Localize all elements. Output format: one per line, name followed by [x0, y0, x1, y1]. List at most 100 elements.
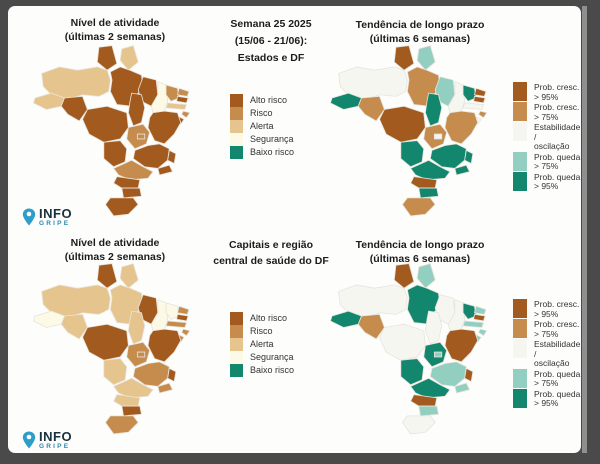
- legend-item-alerta: Alerta: [230, 120, 294, 133]
- state-RS: [104, 197, 139, 217]
- legend-item-queda75: Prob. queda > 75%: [513, 368, 581, 389]
- legend-swatch-alto: [230, 312, 243, 325]
- legend-label: Risco: [250, 108, 273, 118]
- legend-label: Prob. cresc. > 75%: [534, 102, 580, 122]
- legend-label: Segurança: [250, 134, 294, 144]
- location-pin-icon: [22, 208, 36, 226]
- state-PB: [176, 95, 189, 104]
- logo-info-label: INFO: [39, 206, 73, 221]
- title-atividade-estados: Nível de atividade (últimas 2 semanas): [64, 17, 166, 44]
- legend-swatch-alerta: [230, 120, 243, 133]
- state-SP: [113, 377, 154, 399]
- state-TO: [424, 310, 443, 345]
- map-capitais-atividade: [14, 262, 210, 438]
- legend-item-cresc75: Prob. cresc. > 75%: [513, 102, 581, 122]
- state-RS: [401, 197, 436, 217]
- state-CE: [462, 302, 477, 320]
- state-MS: [103, 140, 128, 168]
- state-AP: [416, 45, 436, 71]
- legend-swatch-alerta: [230, 338, 243, 351]
- legend-swatch-cresc95: [513, 82, 527, 101]
- legend-label: Baixo risco: [250, 365, 295, 375]
- map-estados-atividade: [14, 44, 210, 220]
- state-RO: [357, 313, 385, 340]
- state-RJ: [454, 382, 471, 394]
- map-capitais-atividade-svg: [32, 263, 191, 435]
- state-RJ: [157, 382, 174, 394]
- legend-item-alto: Alto risco: [230, 312, 294, 325]
- state-AP: [119, 263, 139, 289]
- state-ES: [167, 367, 177, 383]
- legend-swatch-seguranca: [230, 351, 243, 364]
- state-BA: [444, 328, 479, 363]
- title-tendencia-estados: Tendência de longo prazo (últimas 6 sema…: [355, 19, 485, 46]
- map-estados-tendencia-svg: [329, 45, 488, 217]
- legend-item-cresc95: Prob. cresc. > 95%: [513, 82, 581, 102]
- legend-swatch-queda95: [513, 171, 527, 191]
- legend-item-cresc95: Prob. cresc. > 95%: [513, 299, 581, 319]
- logo-text: INFO GRIPE: [39, 207, 72, 228]
- state-RO: [60, 313, 88, 340]
- state-SC: [418, 187, 439, 199]
- state-RR: [393, 45, 415, 71]
- state-TO: [127, 310, 146, 345]
- legend-label: Prob. queda > 95%: [534, 171, 581, 192]
- state-RR: [393, 263, 415, 289]
- legend-swatch-cresc95: [513, 299, 527, 318]
- legend-item-baixo: Baixo risco: [230, 146, 294, 159]
- state-PE: [165, 102, 188, 110]
- legend-item-queda75: Prob. queda > 75%: [513, 151, 581, 172]
- state-ES: [167, 149, 177, 165]
- state-CE: [462, 84, 477, 102]
- logo-gripe-label: GRIPE: [39, 220, 71, 227]
- title-semana-estados: Semana 25 2025 (15/06 - 21/06): Estados …: [230, 18, 312, 64]
- right-edge-strip: [582, 6, 587, 453]
- legend-label: Alto risco: [250, 95, 288, 105]
- logo-info-label: INFO: [39, 429, 73, 444]
- state-RO: [357, 95, 385, 122]
- state-DF: [136, 351, 146, 358]
- state-DF: [433, 133, 443, 140]
- state-RO: [60, 95, 88, 122]
- state-MS: [400, 358, 425, 386]
- state-PE: [462, 320, 485, 328]
- legend-swatch-cresc75: [513, 102, 527, 122]
- state-PB: [473, 313, 486, 322]
- state-DF: [136, 133, 146, 140]
- legend-swatch-queda95: [513, 388, 527, 408]
- state-RJ: [157, 164, 174, 176]
- state-RJ: [454, 164, 471, 176]
- state-RR: [96, 263, 118, 289]
- legend-swatch-estab: [513, 122, 527, 142]
- legend-item-alerta: Alerta: [230, 338, 294, 351]
- legend-swatch-risco: [230, 107, 243, 120]
- legend-atividade-estados: Alto risco Risco Alerta Segurança Baixo risc…: [230, 94, 294, 159]
- legend-item-seguranca: Segurança: [230, 133, 294, 146]
- state-RS: [401, 415, 436, 435]
- state-RN: [473, 87, 487, 97]
- state-MT: [82, 323, 129, 361]
- legend-swatch-alto: [230, 94, 243, 107]
- legend-item-alto: Alto risco: [230, 94, 294, 107]
- state-SP: [410, 377, 451, 399]
- state-RN: [176, 305, 190, 315]
- legend-atividade-capitais: Alto risco Risco Alerta Segurança Baixo risc…: [230, 312, 294, 377]
- state-RN: [176, 87, 190, 97]
- state-PB: [473, 95, 486, 104]
- infogripe-logo-top: INFO GRIPE: [22, 207, 72, 228]
- legend-item-queda95: Prob. queda > 95%: [513, 388, 581, 409]
- logo-text: INFO GRIPE: [39, 430, 72, 451]
- state-AP: [416, 263, 436, 289]
- legend-item-queda95: Prob. queda > 95%: [513, 171, 581, 192]
- state-AL: [478, 110, 488, 119]
- state-MT: [379, 105, 426, 143]
- legend-item-cresc75: Prob. cresc. > 75%: [513, 319, 581, 339]
- state-DF: [433, 351, 443, 358]
- legend-label: Prob. cresc. > 95%: [534, 82, 580, 102]
- legend-swatch-cresc75: [513, 319, 527, 339]
- state-MT: [82, 105, 129, 143]
- state-PE: [165, 320, 188, 328]
- logo-gripe-label: GRIPE: [39, 443, 71, 450]
- legend-label: Alerta: [250, 339, 274, 349]
- state-SC: [418, 405, 439, 417]
